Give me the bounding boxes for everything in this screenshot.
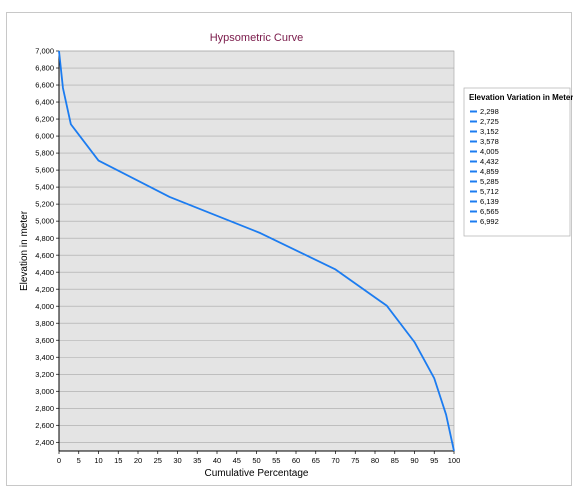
legend-label: 5,285 bbox=[480, 177, 499, 186]
legend-label: 4,859 bbox=[480, 167, 499, 176]
chart-svg: Hypsometric Curve 7,000 6,800 6,600 6,400 6,2… bbox=[19, 32, 573, 479]
x-tick-label: 55 bbox=[272, 456, 280, 465]
x-tick-label: 70 bbox=[331, 456, 339, 465]
y-tick-label: 5,600 bbox=[35, 166, 54, 175]
legend-label: 3,578 bbox=[480, 137, 499, 146]
x-tick-label: 0 bbox=[57, 456, 61, 465]
y-tick-label: 5,000 bbox=[35, 217, 54, 226]
y-axis-title: Elevation in meter bbox=[19, 210, 30, 291]
y-tick-label: 3,200 bbox=[35, 370, 54, 379]
x-tick-label: 50 bbox=[252, 456, 260, 465]
y-tick-label: 6,200 bbox=[35, 115, 54, 124]
data-point bbox=[386, 305, 388, 307]
data-point bbox=[62, 87, 64, 89]
y-tick-label: 5,800 bbox=[35, 149, 54, 158]
legend-label: 2,298 bbox=[480, 107, 499, 116]
legend-label: 3,152 bbox=[480, 127, 499, 136]
series-line bbox=[58, 50, 455, 452]
y-tick-label: 7,000 bbox=[35, 47, 54, 56]
data-point bbox=[169, 196, 171, 198]
y-tick-label: 3,400 bbox=[35, 353, 54, 362]
legend-label: 6,139 bbox=[480, 197, 499, 206]
x-tick-label: 5 bbox=[77, 456, 81, 465]
y-tick-label: 4,000 bbox=[35, 302, 54, 311]
data-point bbox=[453, 450, 455, 452]
x-tick-label: 15 bbox=[114, 456, 122, 465]
y-tick-label: 2,400 bbox=[35, 438, 54, 447]
x-tick-label: 40 bbox=[213, 456, 221, 465]
y-tick-label: 2,800 bbox=[35, 404, 54, 413]
y-tick-label: 4,200 bbox=[35, 285, 54, 294]
x-axis-title: Cumulative Percentage bbox=[205, 468, 309, 479]
data-point bbox=[70, 123, 72, 125]
x-tick-label: 45 bbox=[233, 456, 241, 465]
legend-label: 4,432 bbox=[480, 157, 499, 166]
x-tick-label: 10 bbox=[94, 456, 102, 465]
data-point bbox=[445, 414, 447, 416]
legend-label: 6,992 bbox=[480, 217, 499, 226]
y-tick-label: 6,000 bbox=[35, 132, 54, 141]
y-tick-label: 3,600 bbox=[35, 336, 54, 345]
y-tick-label: 2,600 bbox=[35, 421, 54, 430]
x-tick-label: 85 bbox=[391, 456, 399, 465]
y-tick-label: 3,000 bbox=[35, 387, 54, 396]
data-point bbox=[259, 232, 261, 234]
x-tick-label: 65 bbox=[312, 456, 320, 465]
x-tick-label: 35 bbox=[193, 456, 201, 465]
y-tick-label: 6,800 bbox=[35, 64, 54, 73]
data-point bbox=[58, 50, 60, 52]
chart-title: Hypsometric Curve bbox=[210, 32, 304, 44]
x-tick-label: 95 bbox=[430, 456, 438, 465]
x-tick-label: 80 bbox=[371, 456, 379, 465]
x-tick-label: 100 bbox=[448, 456, 461, 465]
y-tick-label: 4,600 bbox=[35, 251, 54, 260]
x-tick-label: 90 bbox=[410, 456, 418, 465]
x-tick-label: 30 bbox=[173, 456, 181, 465]
legend-label: 2,725 bbox=[480, 117, 499, 126]
y-tick-label: 6,600 bbox=[35, 81, 54, 90]
data-point bbox=[433, 377, 435, 379]
y-tick-label: 4,800 bbox=[35, 234, 54, 243]
legend-label: 4,005 bbox=[480, 147, 499, 156]
y-tick-label: 3,800 bbox=[35, 319, 54, 328]
x-tick-label: 75 bbox=[351, 456, 359, 465]
x-tick-label: 60 bbox=[292, 456, 300, 465]
chart-frame: Hypsometric Curve 7,000 6,800 6,600 6,400 6,2… bbox=[6, 12, 573, 486]
data-point bbox=[98, 160, 100, 162]
data-point bbox=[414, 341, 416, 343]
y-tick-label: 5,200 bbox=[35, 200, 54, 209]
y-tick-label: 5,400 bbox=[35, 183, 54, 192]
x-tick-label: 25 bbox=[154, 456, 162, 465]
y-tick-label: 4,400 bbox=[35, 268, 54, 277]
legend-label: 5,712 bbox=[480, 187, 499, 196]
plot-area bbox=[58, 50, 455, 452]
data-point bbox=[335, 268, 337, 270]
y-tick-label: 6,400 bbox=[35, 98, 54, 107]
legend-title: Elevation Variation in Meter bbox=[469, 93, 573, 102]
legend-label: 6,565 bbox=[480, 207, 499, 216]
x-tick-label: 20 bbox=[134, 456, 142, 465]
legend-box bbox=[463, 87, 571, 237]
